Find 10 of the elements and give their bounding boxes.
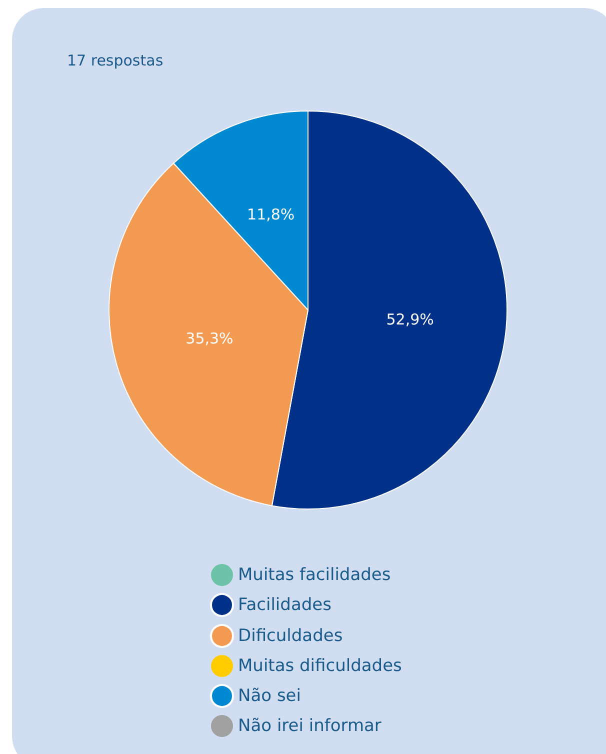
data-label: 35,3% [186,329,234,348]
chart-title: 17 respostas [67,52,164,70]
data-label: 52,9% [386,310,434,328]
legend-label: Muitas facilidades [238,565,391,585]
legend-label: Não irei informar [238,716,382,736]
legend-label: Não sei [238,686,301,706]
legend-label: Muitas dificuldades [238,656,402,676]
legend-label: Dificuldades [238,626,343,646]
data-label: 11,8% [247,205,295,224]
legend-label: Facilidades [238,595,332,615]
